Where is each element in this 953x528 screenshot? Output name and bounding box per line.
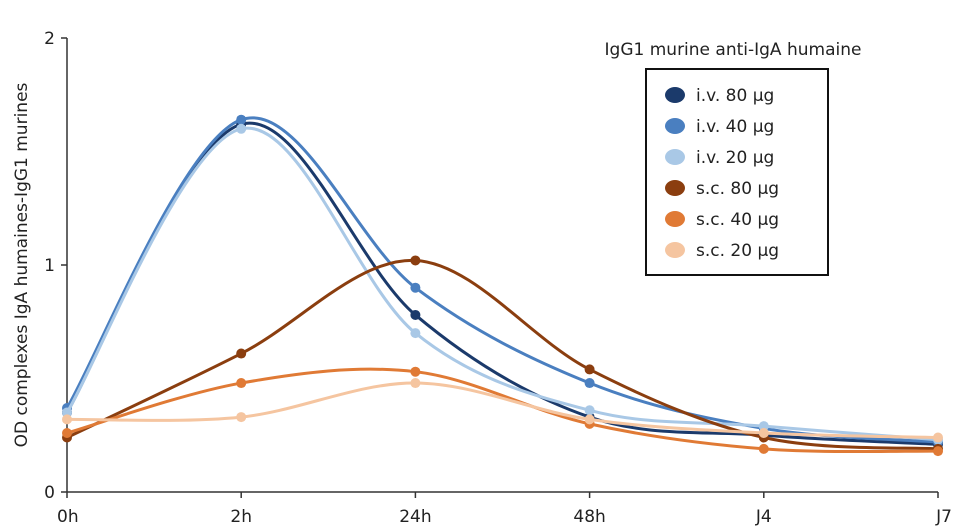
- x-tick-label: 48h: [573, 507, 605, 527]
- y-ticks: 0 1 2: [44, 29, 67, 503]
- data-point-sc-20: [410, 378, 421, 389]
- legend-swatch: [665, 149, 685, 165]
- y-tick-label: 0: [44, 483, 55, 503]
- y-tick-label: 2: [44, 29, 55, 49]
- data-point-sc-20: [236, 412, 247, 423]
- data-point-sc-20: [584, 414, 595, 425]
- x-tick-label: 0h: [57, 507, 79, 527]
- legend-item-sc-40: s.c. 40 µg: [665, 210, 779, 230]
- series-sc-80: [62, 255, 943, 454]
- data-point-iv-80: [410, 309, 421, 320]
- data-point-sc-80: [584, 364, 595, 375]
- x-tick-label: 2h: [230, 507, 252, 527]
- series-sc-40: [62, 366, 943, 457]
- y-tick-label: 1: [44, 256, 55, 276]
- data-point-sc-40: [410, 366, 421, 377]
- x-tick-label: J7: [935, 507, 952, 527]
- data-point-sc-20: [933, 432, 943, 443]
- data-point-sc-80: [236, 348, 247, 359]
- series-line-sc-40: [65, 367, 940, 454]
- data-point-iv-20: [410, 328, 421, 339]
- data-point-iv-40: [584, 378, 595, 389]
- x-tick-label: 24h: [399, 507, 431, 527]
- data-point-sc-40: [62, 427, 72, 438]
- legend-item-iv-40: i.v. 40 µg: [665, 117, 774, 137]
- data-point-sc-40: [758, 443, 769, 454]
- series-sc-20: [62, 378, 943, 443]
- series-line-sc-80: [65, 258, 940, 451]
- data-point-sc-20: [62, 414, 72, 425]
- legend-swatch: [665, 211, 685, 227]
- legend-swatch: [665, 118, 685, 134]
- data-point-iv-40: [236, 114, 247, 125]
- legend: i.v. 80 µg i.v. 40 µg i.v. 20 µg s.c. 80 µg…: [645, 68, 829, 276]
- legend-label: s.c. 20 µg: [696, 241, 779, 261]
- axes: 0 1 2 0h 2h 24h 48h J4 J7: [44, 29, 952, 527]
- series-line-sc-20: [65, 381, 940, 440]
- data-point-sc-80: [410, 255, 421, 266]
- data-point-iv-20: [584, 405, 595, 416]
- legend-box: [645, 68, 829, 276]
- series-iv-20: [62, 123, 943, 445]
- data-point-sc-20: [758, 427, 769, 438]
- legend-label: s.c. 40 µg: [696, 210, 779, 230]
- legend-title: IgG1 murine anti-IgA humaine: [605, 40, 862, 60]
- data-point-sc-40: [236, 378, 247, 389]
- data-point-sc-40: [933, 446, 943, 457]
- x-tick-label: J4: [755, 507, 772, 527]
- legend-swatch: [665, 242, 685, 258]
- legend-swatch: [665, 180, 685, 196]
- legend-item-sc-20: s.c. 20 µg: [665, 241, 779, 261]
- legend-label: i.v. 40 µg: [696, 117, 774, 137]
- legend-swatch: [665, 87, 685, 103]
- data-point-iv-20: [236, 123, 247, 134]
- legend-item-sc-80: s.c. 80 µg: [665, 179, 779, 199]
- legend-item-iv-80: i.v. 80 µg: [665, 86, 774, 106]
- legend-items: i.v. 80 µg i.v. 40 µg i.v. 20 µg s.c. 80 µg…: [665, 86, 779, 261]
- series-layer: [62, 114, 943, 457]
- legend-item-iv-20: i.v. 20 µg: [665, 148, 774, 168]
- legend-label: i.v. 80 µg: [696, 86, 774, 106]
- x-ticks: 0h 2h 24h 48h J4 J7: [57, 492, 952, 527]
- data-point-iv-40: [410, 282, 421, 293]
- legend-label: s.c. 80 µg: [696, 179, 779, 199]
- legend-label: i.v. 20 µg: [696, 148, 774, 168]
- y-axis-label: OD complexes IgA humaines-IgG1 murines: [12, 82, 32, 447]
